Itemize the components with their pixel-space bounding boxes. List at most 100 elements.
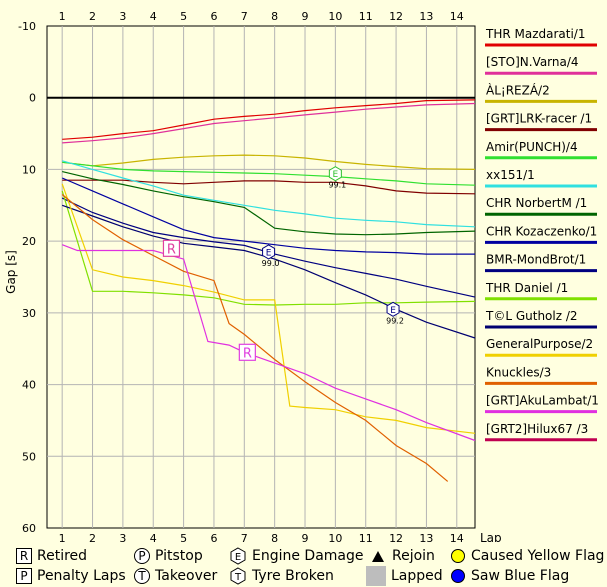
y-tick-label: 40	[22, 379, 36, 392]
retired-icon: R	[16, 548, 32, 564]
x-tick-label-top: 14	[450, 10, 464, 23]
legend-retired-label: Retired	[37, 548, 88, 564]
y-tick-label: -10	[18, 20, 36, 33]
engine-damage-marker-glyph: E	[266, 248, 272, 258]
pitstop-icon: P	[134, 548, 150, 564]
engine-damage-marker	[386, 301, 400, 317]
series-line	[61, 244, 476, 442]
legend-entry-label: ÀL¡REZÁ/2	[486, 82, 550, 97]
x-tick-label-top: 8	[271, 10, 278, 23]
x-tick-label-bottom: 6	[210, 532, 217, 542]
legend-entry-label: [GRT]LRK-racer /1	[486, 112, 592, 126]
legend-entry-label: [STO]N.Varna/4	[486, 55, 579, 69]
legend-entry-label: THR Daniel /1	[485, 281, 568, 295]
legend-penalty-laps: P Penalty Laps	[16, 566, 126, 586]
series-line	[61, 194, 449, 482]
legend-engine-damage-label: Engine Damage	[252, 548, 364, 564]
legend-rejoin: Rejoin	[366, 546, 435, 566]
engine-damage-marker-value: 99.2	[386, 316, 404, 325]
legend-rejoin-label: Rejoin	[392, 548, 435, 564]
x-tick-label-top: 6	[210, 10, 217, 23]
engine-damage-marker-glyph: E	[390, 306, 396, 316]
series-line	[61, 197, 476, 298]
x-tick-label-top: 1	[59, 10, 66, 23]
x-tick-label-bottom: 7	[241, 532, 248, 542]
legend-retired: R Retired	[16, 546, 87, 566]
penalty-laps-icon: P	[16, 568, 32, 584]
legend-caused-yellow-flag-label: Caused Yellow Flag	[471, 548, 605, 564]
retired-marker	[162, 239, 181, 257]
y-tick-label: 10	[22, 163, 36, 176]
y-axis-label: Gap [s]	[4, 250, 18, 294]
yellow-dot-icon	[451, 549, 465, 563]
retired-marker-glyph: R	[167, 242, 176, 257]
legend-engine-damage: E Engine Damage	[229, 546, 364, 566]
legend-entry-label: [GRT2]Hilux67 /3	[486, 422, 588, 436]
x-tick-label-bottom: 4	[150, 532, 157, 542]
legend-entry-label: BMR-MondBrot/1	[486, 253, 586, 267]
lapped-grey-square-icon	[366, 566, 386, 586]
engine-damage-marker-glyph: E	[333, 170, 339, 180]
series-line	[62, 179, 476, 195]
legend-entry-label: xx151/1	[486, 168, 535, 182]
legend-entry-label: GeneralPurpose/2	[486, 337, 593, 351]
x-tick-label-top: 11	[359, 10, 373, 23]
tyre-broken-icon: T	[230, 567, 246, 585]
engine-damage-marker-value: 99.1	[328, 181, 346, 190]
x-tick-label-bottom: 12	[389, 532, 403, 542]
legend-takeover: T Takeover	[134, 566, 217, 586]
y-tick-label: 60	[22, 522, 36, 535]
retired-marker-glyph: R	[243, 346, 252, 361]
x-tick-label-bottom: 11	[359, 532, 373, 542]
takeover-icon: T	[134, 568, 150, 584]
legend-saw-blue-flag: Saw Blue Flag	[451, 566, 569, 586]
legend-entry-label: T©L Gutholz /2	[485, 309, 578, 323]
plot-area	[46, 25, 476, 529]
series-line	[62, 99, 476, 140]
series-line	[61, 183, 476, 434]
x-tick-label-bottom: 13	[419, 532, 433, 542]
x-tick-label-top: 4	[150, 10, 157, 23]
x-tick-label-top: 9	[302, 10, 309, 23]
engine-damage-icon: E	[230, 547, 246, 565]
series-line	[62, 160, 476, 228]
y-tick-label: 20	[22, 235, 36, 248]
series-line	[61, 190, 476, 306]
marker-legend: R Retired P Pitstop E Engine Damage Rejo…	[0, 542, 607, 587]
y-tick-label: 30	[22, 307, 36, 320]
legend-entry-label: Knuckles/3	[486, 365, 551, 379]
series-line	[61, 177, 475, 255]
legend-tyre-broken-label: Tyre Broken	[252, 568, 334, 584]
legend-pitstop-label: Pitstop	[155, 548, 203, 564]
x-tick-label-top: 5	[180, 10, 187, 23]
rejoin-triangle-icon	[372, 550, 384, 562]
series-line	[62, 171, 476, 236]
lap-gap-chart: 11223344556677889910101111121213131414-1…	[4, 10, 599, 542]
legend-entry-label: CHR NorbertM /1	[486, 196, 587, 210]
x-tick-label-bottom: 2	[89, 532, 96, 542]
legend-entry-label: Amir(PUNCH)/4	[486, 140, 578, 154]
legend-caused-yellow-flag: Caused Yellow Flag	[451, 546, 604, 566]
legend-tyre-broken: T Tyre Broken	[229, 566, 334, 586]
y-tick-label: 50	[22, 450, 36, 463]
x-tick-label-top: 12	[389, 10, 403, 23]
legend-penalty-laps-label: Penalty Laps	[37, 568, 126, 584]
x-tick-label-top: 7	[241, 10, 248, 23]
legend-lapped: Lapped	[366, 566, 443, 586]
y-tick-label: 0	[29, 92, 36, 105]
x-tick-label-bottom: 10	[328, 532, 342, 542]
retired-marker	[238, 343, 256, 361]
engine-damage-marker-value: 99.0	[262, 259, 280, 268]
x-tick-label-top: 13	[419, 10, 433, 23]
engine-damage-marker	[262, 244, 276, 260]
x-tick-label-bottom: 3	[119, 532, 126, 542]
x-tick-label-top: 2	[89, 10, 96, 23]
x-tick-label-bottom: 9	[302, 532, 309, 542]
x-axis-label: Lap	[480, 531, 502, 542]
svg-text:T: T	[234, 572, 242, 583]
legend-pitstop: P Pitstop	[134, 546, 203, 566]
series-line	[62, 102, 476, 144]
x-tick-label-bottom: 1	[59, 532, 66, 542]
svg-text:E: E	[235, 552, 241, 563]
legend-entry-label: THR Mazdarati/1	[485, 27, 586, 41]
